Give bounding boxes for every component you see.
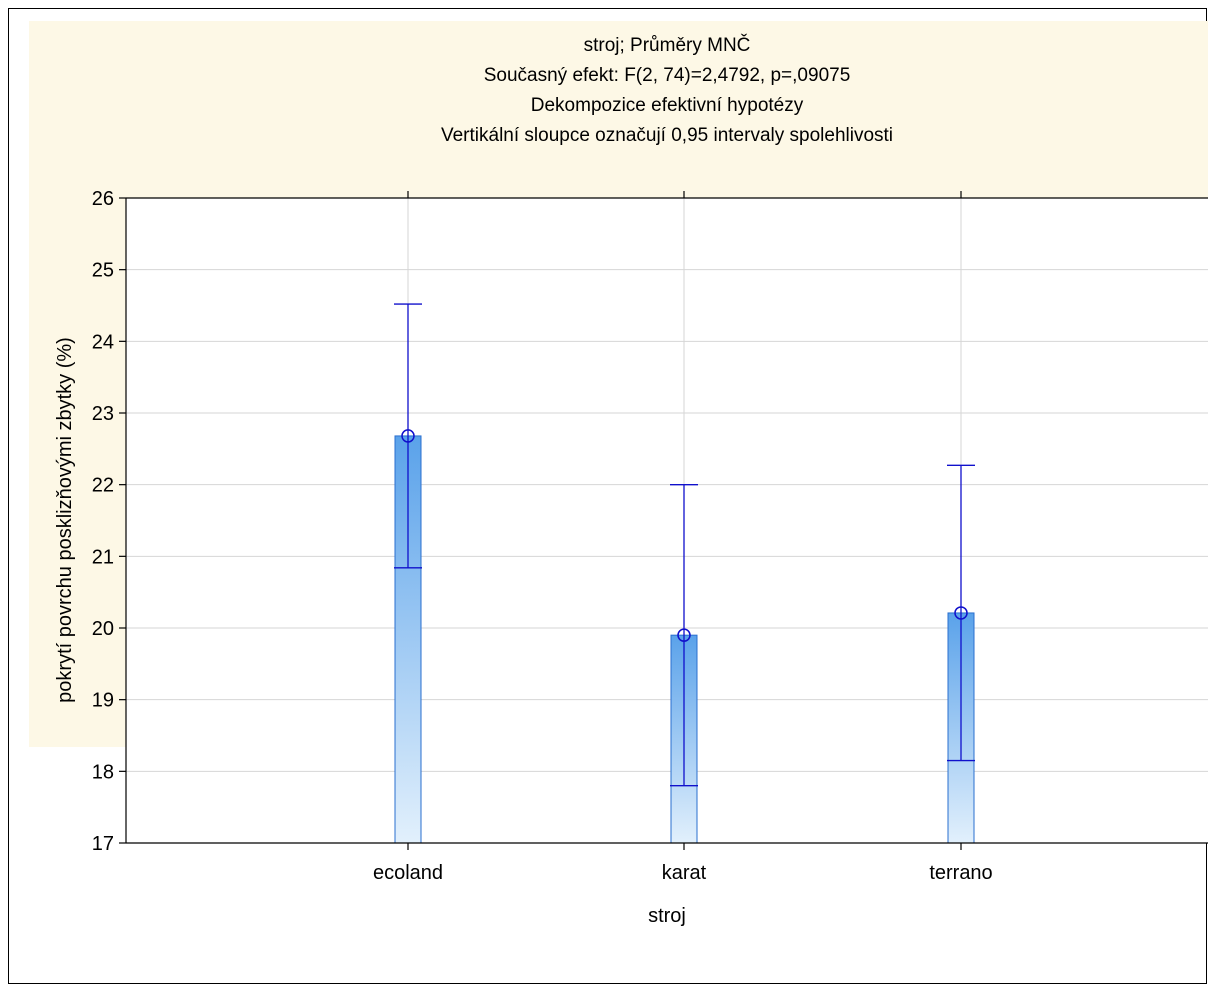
mean-marker-karat [677,628,691,642]
y-tick-label: 21 [92,546,114,568]
x-tick-label-karat: karat [662,862,707,884]
y-tick-label: 20 [92,618,114,640]
chart-frame: stroj; Průměry MNČ Současný efekt: F(2, 7… [8,8,1208,984]
y-tick-label: 22 [92,475,114,497]
y-tick-label: 19 [92,690,114,712]
chart-title: stroj; Průměry MNČ Současný efekt: F(2, 7… [441,34,893,146]
y-tick-label: 26 [92,188,114,210]
title-line-4: Vertikální sloupce označují 0,95 interva… [441,125,893,146]
y-tick-label: 24 [92,331,114,353]
x-tick-label-ecoland: ecoland [373,862,443,884]
title-line-1: stroj; Průměry MNČ [584,34,751,56]
axes [119,191,1208,850]
x-axis-label: stroj [648,905,686,927]
error-bars [394,303,975,787]
mean-marker-terrano [954,606,968,620]
y-tick-label: 17 [92,833,114,855]
x-tick-label-terrano: terrano [929,862,992,884]
y-tick-label: 25 [92,260,114,282]
y-tick-label: 23 [92,403,114,425]
mean-marker-ecoland [401,429,415,443]
title-line-3: Dekompozice efektivní hypotézy [531,95,804,116]
y-tick-labels: 17 18 19 20 21 22 23 24 25 26 [92,188,114,855]
x-tick-labels: ecoland karat terrano [373,862,993,884]
y-tick-label: 18 [92,761,114,783]
title-line-2: Současný efekt: F(2, 74)=2,4792, p=,0907… [484,65,851,86]
y-axis-label: pokrytí povrchu posklizňovými zbytky (%) [54,337,76,703]
chart: stroj; Průměry MNČ Současný efekt: F(2, 7… [29,21,1208,927]
plot-area [126,198,1208,843]
